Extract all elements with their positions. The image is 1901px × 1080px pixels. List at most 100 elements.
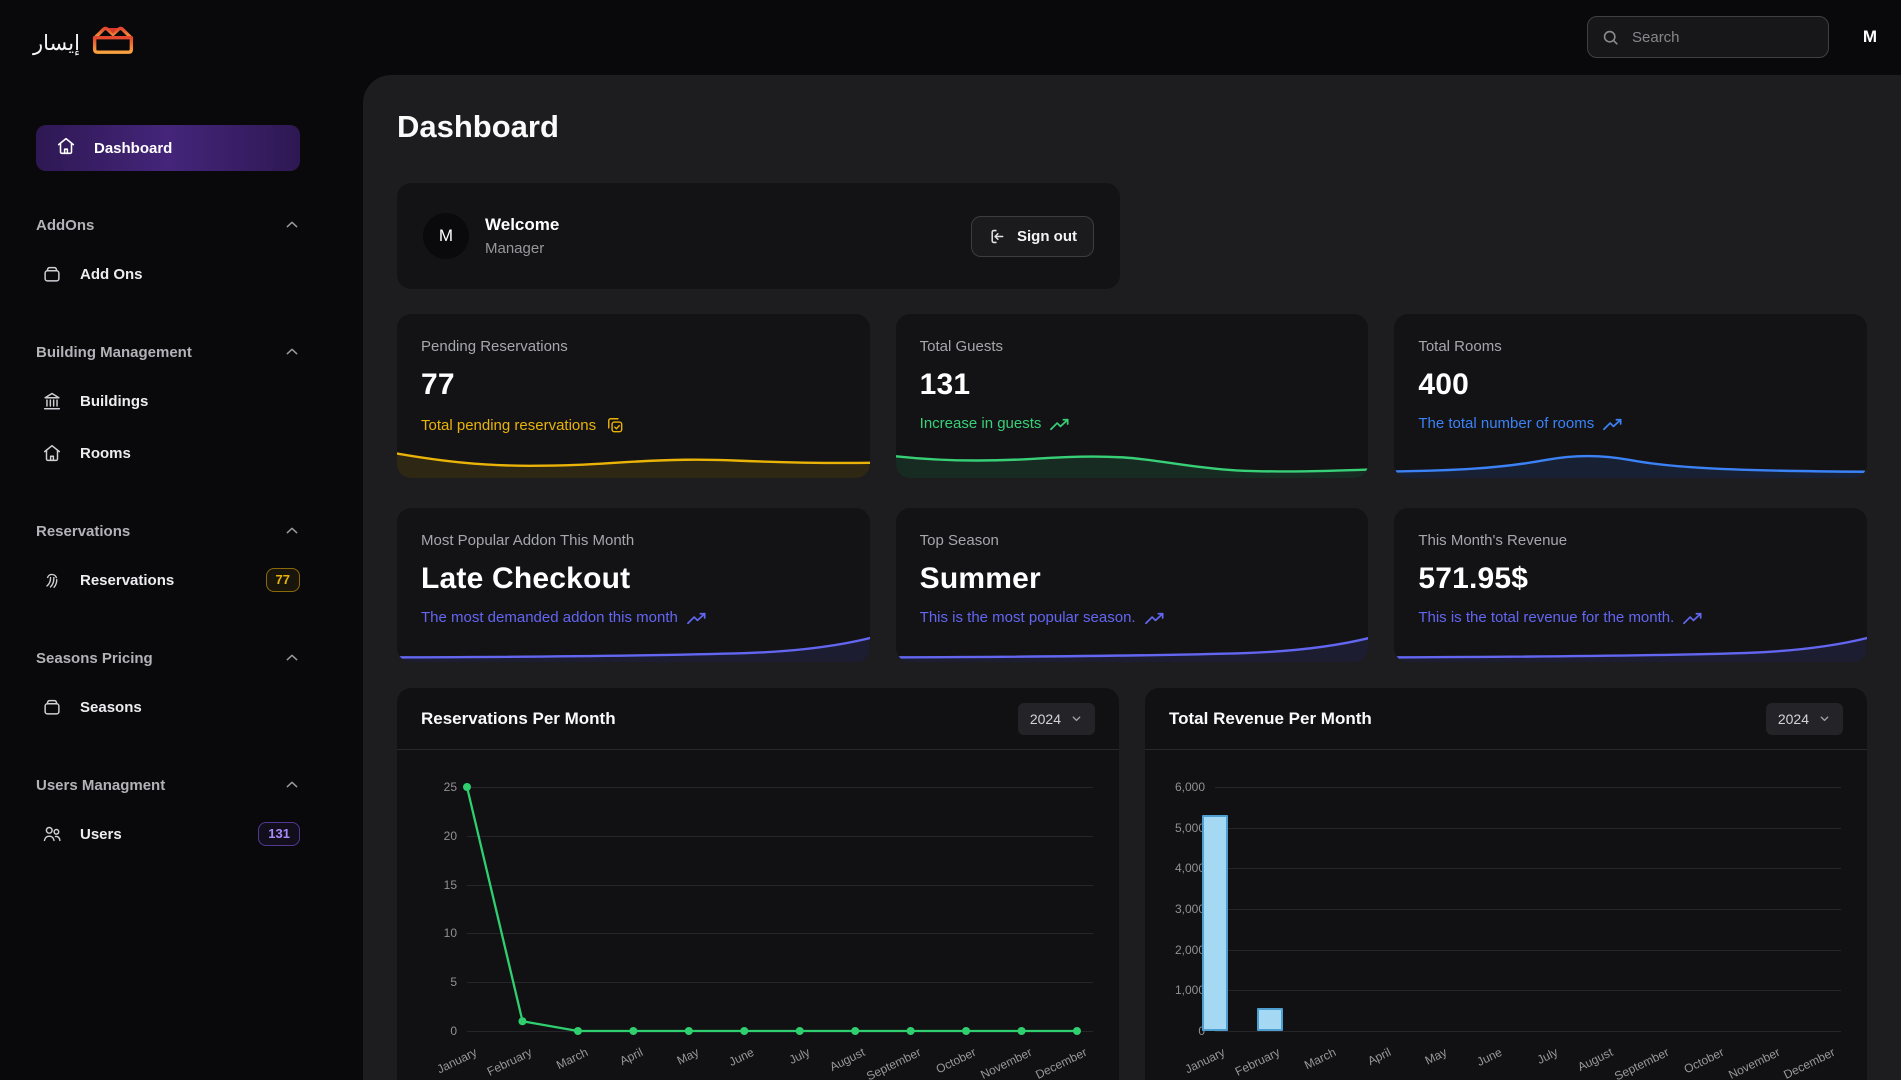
chevron-up-icon [284,650,300,666]
stat-card-subtitle: This is the most popular season. [920,609,1345,626]
box-icon [41,263,63,285]
year-dropdown[interactable]: 2024 [1017,702,1095,735]
sidebar-item-dashboard[interactable]: Dashboard [36,125,300,171]
gridline [1215,909,1841,910]
sidebar-item-rooms[interactable]: Rooms [0,440,363,466]
y-axis-tick-label: 10 [443,926,457,941]
sparkline [397,440,870,478]
revenue-bar-chart: 0 1,000 2,000 3,000 4,000 5,000 6,000 January Fe… [1145,750,1867,1080]
sparkline [1394,440,1867,478]
stat-card-value: 131 [919,368,971,401]
welcome-role: Manager [485,240,545,257]
stat-card-value: Summer [919,562,1041,595]
section-title: Building Management [36,343,192,361]
reservations-chart-panel: Reservations Per Month 2024 0 5 10 15 20 25 Ja… [397,688,1119,1080]
chevron-up-icon [284,344,300,360]
year-dropdown-value: 2024 [1777,710,1809,727]
sign-out-label: Sign out [1017,227,1077,245]
main-content: Dashboard M Welcome Manager Sign out Pen… [363,75,1901,1080]
gridline [467,835,1093,837]
chevron-up-icon [284,217,300,233]
sidebar-section-seasons-pricing: Seasons Pricing Seasons [0,648,363,720]
users-icon [41,823,63,845]
y-axis-tick-label: 2,000 [1174,942,1205,957]
sign-out-button[interactable]: Sign out [971,215,1094,257]
section-header-seasons-pricing[interactable]: Seasons Pricing [0,648,363,668]
stat-card-subtitle-text: The total number of rooms [1418,415,1595,432]
stat-card-title: Pending Reservations [421,338,568,355]
user-avatar[interactable]: M [1862,27,1877,46]
y-axis-tick-label: 5,000 [1174,820,1205,835]
stat-card-title: Total Rooms [1418,338,1502,355]
section-header-users-managment[interactable]: Users Managment [0,775,363,795]
sidebar-item-label: Rooms [80,444,131,462]
sidebar-item-users[interactable]: Users 131 [0,821,363,847]
welcome-card: M Welcome Manager Sign out [397,183,1120,289]
y-axis-tick-label: 6,000 [1174,780,1205,794]
sparkline [1394,624,1867,662]
welcome-texts: Welcome Manager [485,215,559,257]
house-icon [41,442,63,464]
gridline [1215,1031,1841,1032]
envelope-logo-icon [90,24,136,56]
y-axis-tick-label: 0 [450,1024,457,1038]
sidebar-item-add-ons[interactable]: Add Ons [0,261,363,287]
y-axis-tick-label: 25 [443,780,457,794]
sidebar-section-users-managment: Users Managment Users 131 [0,775,363,847]
reservations-count-badge: 77 [265,567,300,593]
sidebar-item-label: Reservations [80,571,175,589]
sparkline [895,440,1369,478]
sidebar-item-label: Seasons [80,698,142,716]
year-dropdown[interactable]: 2024 [1765,702,1843,735]
reservations-line-chart: 0 5 10 15 20 25 January February March April May Ju… [397,750,1119,1080]
sidebar: Dashboard AddOns Add Ons Building Manage… [0,75,363,847]
gridline [467,884,1093,886]
section-header-addons[interactable]: AddOns [0,215,363,235]
chevron-down-icon [1818,712,1831,725]
chart-header: Total Revenue Per Month 2024 [1145,688,1867,750]
charts-row: Reservations Per Month 2024 0 5 10 15 20 25 Ja… [397,688,1867,1080]
sidebar-item-reservations[interactable]: Reservations 77 [0,567,363,593]
stat-card-value: Late Checkout [421,562,631,595]
revenue-chart-panel: Total Revenue Per Month 2024 0 1,000 2,000… [1145,688,1867,1080]
gridline [1215,868,1841,870]
sidebar-section-reservations: Reservations Reservations 77 [0,521,363,593]
stat-card-subtitle: Increase in guests [920,415,1345,432]
topbar: إيسار M [0,0,1901,75]
section-title: Reservations [36,522,131,540]
stat-card-subtitle-text: The most demanded addon this month [421,609,678,626]
brand-logo: إيسار [33,24,136,56]
gridline [467,933,1093,935]
chart-title: Total Revenue Per Month [1169,708,1372,728]
y-axis-tick-label: 15 [443,877,457,892]
stat-card-top-season: Top Season Summer This is the most popul… [895,508,1369,662]
section-header-building-management[interactable]: Building Management [0,342,363,362]
trend-up-icon [1144,611,1166,625]
stat-card-subtitle-text: Total pending reservations [421,416,597,434]
section-title: Users Managment [36,776,166,794]
stat-card-subtitle: This is the total revenue for the month. [1418,609,1843,626]
line-series [463,783,1081,1035]
search-input[interactable] [1630,27,1833,47]
sparkline [397,624,870,662]
sidebar-item-buildings[interactable]: Buildings [0,388,363,414]
trend-up-icon [1683,611,1704,625]
gridline [1215,949,1841,951]
chart-header: Reservations Per Month 2024 [397,688,1119,750]
stat-card-total-guests: Total Guests 131 Increase in guests [895,314,1369,478]
sidebar-item-label: Add Ons [80,265,143,283]
trend-up-icon [1050,417,1071,431]
y-axis-tick-label: 1,000 [1174,983,1205,998]
users-count-badge: 131 [258,821,300,847]
gridline [1215,827,1841,829]
sidebar-item-seasons[interactable]: Seasons [0,694,363,720]
y-axis-tick-label: 4,000 [1174,861,1205,876]
search-box [1587,16,1833,58]
stat-card-title: This Month's Revenue [1418,532,1568,549]
stat-card-grid: Pending Reservations 77 Total pending re… [397,314,1867,662]
chart-title: Reservations Per Month [421,708,616,728]
sidebar-section-building-management: Building Management Buildings Rooms [0,342,363,466]
section-header-reservations[interactable]: Reservations [0,521,363,541]
y-axis-tick-label: 3,000 [1174,902,1205,916]
logout-icon [988,227,1007,246]
